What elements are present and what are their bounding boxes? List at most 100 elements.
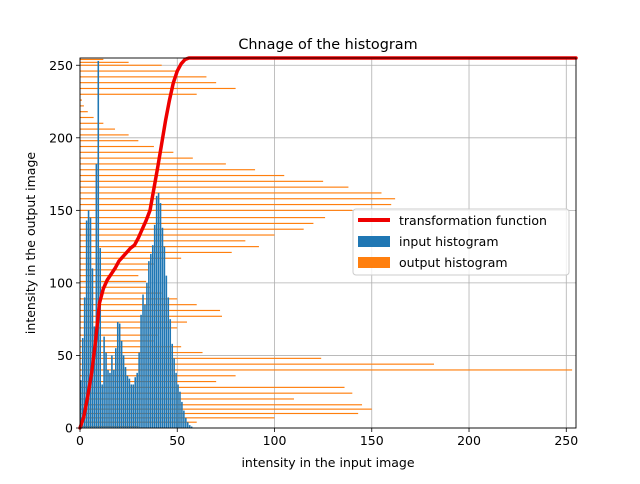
output-histogram-bar bbox=[80, 134, 129, 136]
input-histogram-bars bbox=[80, 60, 193, 428]
input-histogram-bar bbox=[140, 314, 142, 428]
output-histogram-bar bbox=[80, 203, 392, 206]
input-histogram-bar bbox=[163, 246, 166, 428]
input-histogram-bar bbox=[93, 326, 96, 428]
output-histogram-bar bbox=[80, 363, 435, 365]
y-tick-label: 0 bbox=[65, 421, 73, 436]
transformation-function-line bbox=[78, 56, 578, 430]
input-histogram-bar bbox=[150, 253, 152, 428]
input-histogram-bar bbox=[173, 358, 175, 428]
output-histogram-bar bbox=[80, 198, 396, 200]
legend-swatch-output bbox=[358, 257, 390, 268]
x-tick-label: 250 bbox=[554, 433, 578, 448]
output-histogram-bar bbox=[80, 321, 187, 323]
x-tick-label: 100 bbox=[263, 433, 287, 448]
output-histogram-bar bbox=[80, 246, 259, 248]
input-histogram-bar bbox=[165, 275, 168, 428]
output-histogram-bar bbox=[80, 398, 294, 400]
output-histogram-bar bbox=[80, 99, 82, 101]
input-histogram-bar bbox=[186, 422, 189, 428]
output-histogram-bar bbox=[80, 186, 349, 188]
output-histogram-bar bbox=[80, 174, 285, 177]
chart-title: Chnage of the histogram bbox=[238, 37, 417, 53]
x-tick-label: 150 bbox=[360, 433, 384, 448]
y-tick-label: 50 bbox=[57, 348, 73, 363]
output-histogram-bar bbox=[80, 93, 197, 95]
output-histogram-bar bbox=[80, 292, 162, 294]
axis-ticks: 0 50 100 150 200 250 0 50 100 150 200 250 bbox=[49, 58, 578, 448]
output-histogram-bar bbox=[80, 61, 129, 63]
input-histogram-bar bbox=[101, 384, 103, 428]
legend-swatch-input bbox=[358, 236, 390, 247]
x-axis-label: intensity in the input image bbox=[241, 455, 414, 470]
input-histogram-bar bbox=[83, 297, 86, 428]
input-histogram-bar bbox=[115, 348, 117, 428]
input-histogram-bar bbox=[126, 375, 129, 428]
input-histogram-bar bbox=[105, 352, 107, 428]
y-tick-label: 100 bbox=[49, 275, 73, 290]
output-histogram-bar bbox=[80, 180, 324, 182]
output-histogram-bar bbox=[80, 105, 84, 107]
input-histogram-bar bbox=[146, 282, 148, 428]
input-histogram-bar bbox=[181, 401, 183, 428]
input-histogram-bar bbox=[138, 352, 140, 428]
input-histogram-bar bbox=[148, 261, 150, 428]
output-histogram-bar bbox=[80, 145, 154, 148]
legend-label-output: output histogram bbox=[399, 255, 508, 270]
output-histogram-bar bbox=[80, 140, 139, 142]
input-histogram-bar bbox=[171, 343, 173, 428]
input-histogram-bar bbox=[190, 426, 193, 428]
plot-frame bbox=[79, 57, 577, 429]
output-histogram-bar bbox=[80, 222, 314, 224]
legend-label-input: input histogram bbox=[399, 234, 499, 249]
output-histogram-bar bbox=[80, 392, 353, 394]
output-histogram-bar bbox=[80, 357, 322, 359]
input-histogram-bar bbox=[144, 304, 146, 428]
input-histogram-bar bbox=[142, 294, 144, 428]
output-histogram-bar bbox=[80, 386, 345, 388]
input-histogram-bar bbox=[153, 224, 156, 428]
input-histogram-bar bbox=[85, 220, 88, 428]
input-histogram-bar bbox=[136, 372, 138, 428]
input-histogram-bar bbox=[128, 378, 131, 428]
input-histogram-bar bbox=[91, 268, 94, 428]
x-tick-label: 0 bbox=[76, 433, 84, 448]
output-histogram-bar bbox=[80, 280, 147, 283]
transformation-function-path bbox=[78, 56, 578, 430]
input-histogram-bar bbox=[116, 322, 119, 428]
input-histogram-bar bbox=[188, 425, 191, 428]
x-tick-label: 200 bbox=[457, 433, 481, 448]
input-histogram-bar bbox=[130, 384, 133, 428]
output-histogram-bar bbox=[80, 58, 104, 61]
input-histogram-bar bbox=[122, 355, 125, 428]
output-histogram-bar bbox=[80, 87, 236, 90]
output-histogram-bar bbox=[80, 111, 88, 113]
output-histogram-bar bbox=[80, 82, 217, 84]
y-tick-label: 250 bbox=[49, 58, 73, 73]
input-histogram-bar bbox=[155, 195, 158, 428]
output-histogram-bar bbox=[80, 64, 162, 66]
y-tick-label: 200 bbox=[49, 130, 73, 145]
input-histogram-bar bbox=[157, 192, 160, 428]
y-axis-label: intensity in the output image bbox=[23, 152, 38, 334]
legend-box bbox=[352, 208, 570, 276]
input-histogram-bar bbox=[177, 384, 179, 428]
input-histogram-bar bbox=[103, 336, 105, 428]
input-histogram-bar bbox=[179, 391, 181, 428]
output-histogram-bar bbox=[80, 327, 178, 329]
input-histogram-bar bbox=[113, 369, 115, 428]
input-histogram-bar bbox=[134, 377, 137, 428]
output-histogram-bar bbox=[80, 404, 363, 406]
output-histogram-bar bbox=[80, 286, 151, 288]
input-histogram-bar bbox=[89, 217, 92, 428]
input-histogram-bar bbox=[109, 372, 111, 428]
input-histogram-bar bbox=[95, 163, 98, 428]
input-histogram-bar bbox=[167, 297, 170, 428]
output-histogram-bar bbox=[80, 192, 382, 194]
output-histogram-bar bbox=[80, 122, 104, 124]
output-histogram-bar bbox=[80, 116, 94, 119]
input-histogram-bar bbox=[80, 380, 82, 428]
output-histogram-bar bbox=[80, 217, 326, 219]
input-histogram-bar bbox=[185, 417, 187, 428]
output-histogram-bar bbox=[80, 151, 174, 153]
